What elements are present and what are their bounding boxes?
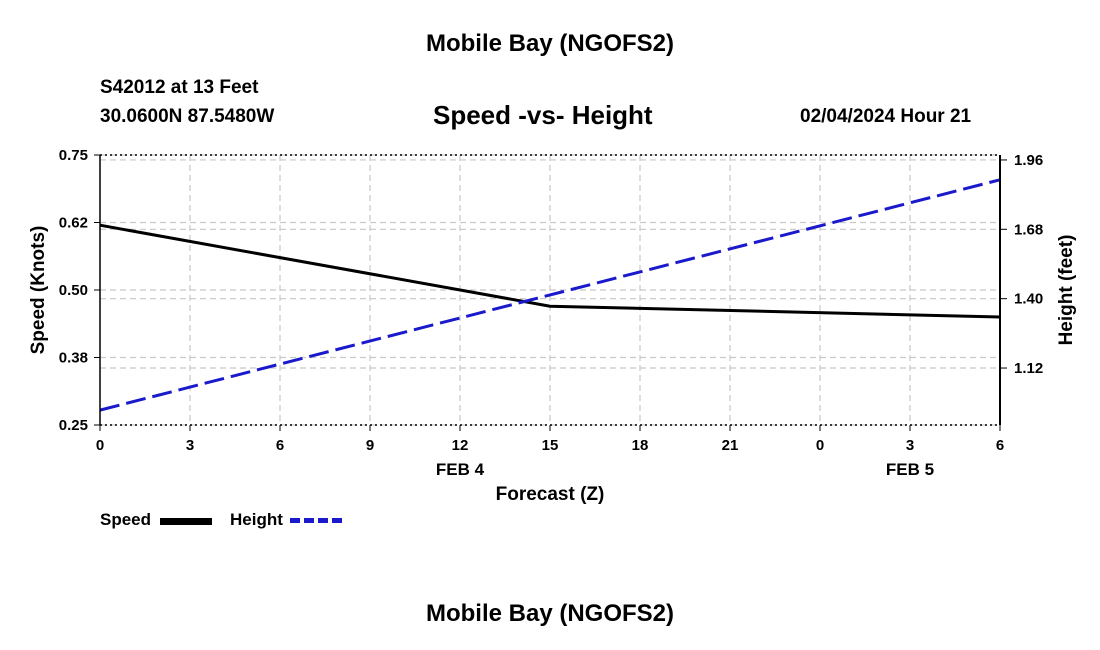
x-tick-label: 21 <box>722 437 739 454</box>
labels-layer: 0 3 6 9 12 15 18 21 0 3 6 FEB 4 FEB 5 0.25 0.38 0.50 0.6… <box>28 147 1077 505</box>
forecast-datetime: 02/04/2024 Hour 21 <box>800 106 972 127</box>
x-tick-label: 3 <box>186 437 194 454</box>
chart-subtitle: Speed -vs- Height <box>433 100 653 130</box>
x-date-label: FEB 5 <box>886 460 934 479</box>
legend-speed-swatch <box>160 518 212 525</box>
x-tick-label: 6 <box>276 437 284 454</box>
x-tick-label: 15 <box>542 437 559 454</box>
x-tick-label: 12 <box>452 437 469 454</box>
y-tick-label: 0.62 <box>59 215 88 232</box>
grid-layer <box>100 154 1000 426</box>
axes-layer <box>94 154 1007 431</box>
x-tick-label: 9 <box>366 437 374 454</box>
x-date-label: FEB 4 <box>436 460 485 479</box>
legend-height-swatch <box>290 518 342 523</box>
x-tick-label: 3 <box>906 437 914 454</box>
y2-tick-label: 1.68 <box>1014 221 1043 238</box>
y-tick-label: 0.38 <box>59 350 88 367</box>
y-axis-title: Speed (Knots) <box>28 226 49 355</box>
x-tick-label: 0 <box>96 437 104 454</box>
y2-tick-label: 1.40 <box>1014 291 1043 308</box>
footer-title: Mobile Bay (NGOFS2) <box>425 600 675 627</box>
x-axis-title: Forecast (Z) <box>496 484 605 505</box>
legend-speed-label: Speed <box>100 510 152 529</box>
y-tick-label: 0.25 <box>59 417 88 434</box>
x-tick-label: 18 <box>632 437 649 454</box>
legend-height-label: Height <box>230 510 283 529</box>
y2-tick-label: 1.96 <box>1014 152 1043 169</box>
y-tick-label: 0.75 <box>59 147 88 164</box>
series-line-speed <box>99 223 1001 319</box>
series-layer <box>99 178 1001 412</box>
series-line-height <box>99 178 1001 412</box>
y2-axis-title: Height (feet) <box>1056 235 1077 346</box>
y-tick-label: 0.50 <box>59 282 88 299</box>
page-title: Mobile Bay (NGOFS2) <box>425 30 675 57</box>
station-label: S42012 at 13 Feet <box>100 77 259 98</box>
x-tick-label: 6 <box>996 437 1004 454</box>
station-coordinates: 30.0600N 87.5480W <box>100 106 275 127</box>
y2-tick-label: 1.12 <box>1014 360 1043 377</box>
x-tick-label: 0 <box>816 437 824 454</box>
